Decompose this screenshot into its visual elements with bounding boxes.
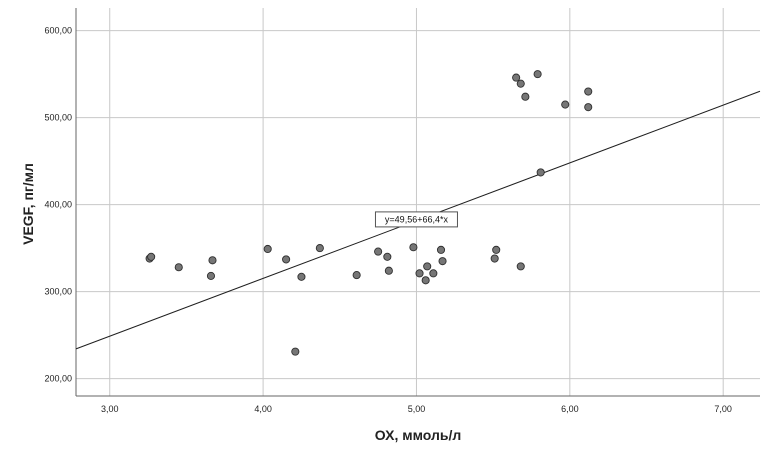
x-tick-label: 6,00 — [561, 404, 579, 414]
scatter-point — [584, 103, 593, 112]
scatter-point — [206, 271, 216, 280]
x-tick-label: 3,00 — [101, 404, 119, 414]
annotation-layer: y=49,56+66,4*x — [374, 211, 458, 228]
y-tick-label: 300,00 — [44, 287, 72, 297]
scatter-point — [561, 100, 570, 109]
data-points-layer — [145, 70, 593, 356]
scatter-point — [291, 347, 300, 356]
regression-equation-label: y=49,56+66,4*x — [385, 214, 449, 224]
scatter-point — [383, 252, 392, 261]
y-tick-label: 400,00 — [44, 200, 72, 210]
scatter-point — [208, 256, 217, 265]
scatter-point — [147, 252, 156, 261]
x-axis-title: ОХ, ммоль/л — [375, 427, 462, 443]
x-tick-label: 7,00 — [714, 404, 732, 414]
y-tick-label: 600,00 — [44, 26, 72, 36]
scatter-point — [521, 92, 530, 101]
x-tick-label: 4,00 — [254, 404, 272, 414]
scatter-point — [438, 257, 447, 266]
scatter-point — [429, 269, 438, 278]
scatter-point — [492, 245, 501, 254]
regression-equation-box — [374, 211, 458, 228]
scatter-point — [297, 272, 306, 281]
scatter-point — [384, 266, 393, 275]
scatter-point — [490, 254, 499, 263]
y-tick-label: 200,00 — [44, 374, 72, 384]
grid-layer — [76, 8, 760, 396]
scatter-point — [423, 262, 432, 271]
scatter-point — [421, 276, 430, 285]
axis-layer: 3,00 4,00 5,00 6,00 7,00 200,00 300,00 400,00 50… — [44, 8, 760, 414]
scatter-point — [516, 262, 525, 271]
scatter-point — [584, 87, 593, 96]
scatter-point — [536, 168, 545, 177]
scatter-point — [174, 263, 183, 272]
scatter-point — [512, 73, 521, 82]
scatter-point — [374, 247, 383, 256]
scatter-point — [409, 243, 418, 252]
scatter-point — [315, 244, 324, 253]
scatter-point — [352, 271, 361, 280]
scatter-point — [282, 255, 291, 264]
y-tick-label: 500,00 — [44, 113, 72, 123]
scatter-point — [415, 269, 424, 278]
scatter-point — [516, 79, 525, 88]
x-tick-label: 5,00 — [408, 404, 426, 414]
y-axis-title: VEGF, пг/мл — [20, 163, 36, 245]
scatter-point — [533, 70, 542, 79]
scatter-point — [263, 244, 272, 254]
scatter-point — [436, 245, 446, 254]
